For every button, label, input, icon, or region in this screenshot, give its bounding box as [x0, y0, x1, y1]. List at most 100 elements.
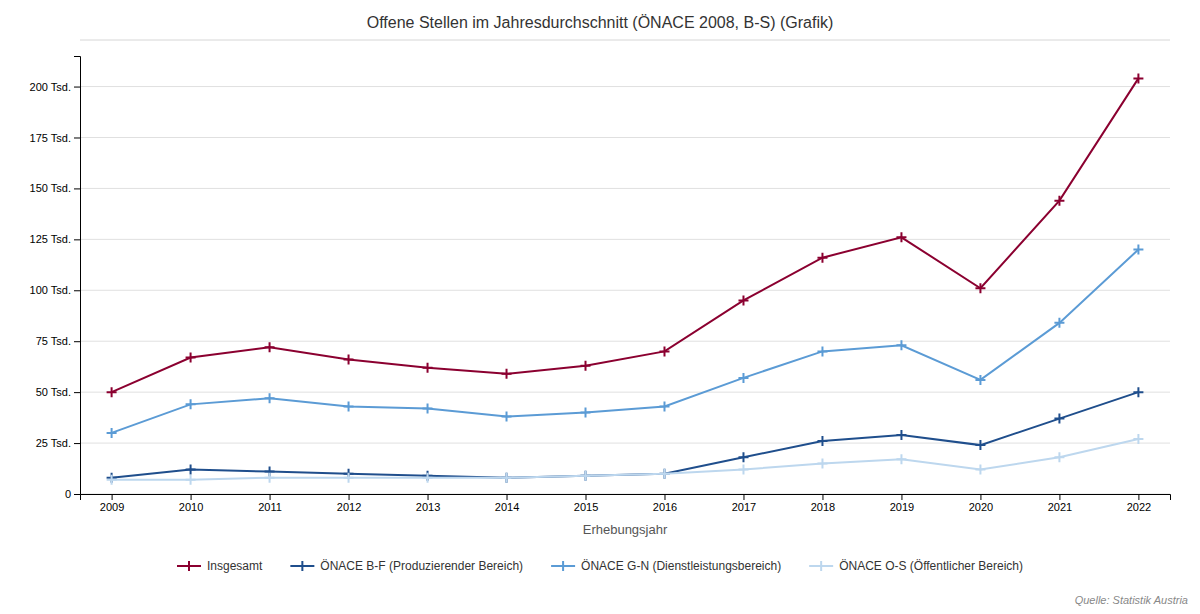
series-marker [975, 283, 985, 293]
series-marker [1133, 434, 1143, 444]
series-marker [975, 375, 985, 385]
legend-item: ÖNACE G-N (Dienstleistungsbereich) [551, 559, 781, 573]
y-tick: 150 Tsd. [30, 182, 80, 194]
series-marker [344, 355, 354, 365]
legend-marker [297, 561, 307, 571]
y-tick: 175 Tsd. [30, 132, 80, 144]
x-tick-label: 2012 [337, 501, 361, 513]
series-marker [423, 363, 433, 373]
grid-line [80, 392, 1170, 393]
grid-line [80, 341, 1170, 342]
series-marker [502, 473, 512, 483]
x-tick-mark [1138, 494, 1139, 500]
series-marker [107, 428, 117, 438]
series-marker [659, 469, 669, 479]
x-tick: 2019 [890, 494, 914, 513]
series-marker [186, 465, 196, 475]
x-tick-label: 2010 [179, 501, 203, 513]
series-marker [1054, 452, 1064, 462]
y-tick-label: 0 [65, 488, 71, 500]
x-tick: 2009 [100, 494, 124, 513]
x-tick-label: 2016 [653, 501, 677, 513]
x-tick-mark [586, 494, 587, 500]
x-axis-title: Erhebungsjahr [583, 522, 668, 537]
series-marker [186, 475, 196, 485]
series-marker [738, 452, 748, 462]
y-axis-line [74, 57, 81, 495]
chart: Offene Stellen im Jahresdurchschnitt (ÖN… [0, 0, 1200, 614]
x-tick-label: 2011 [258, 501, 282, 513]
grid-line [80, 188, 1170, 189]
series-marker [107, 475, 117, 485]
series-marker [1054, 196, 1064, 206]
series-marker [896, 232, 906, 242]
series-marker [738, 373, 748, 383]
series-marker [738, 295, 748, 305]
x-tick-mark [191, 494, 192, 500]
y-tick-label: 100 Tsd. [30, 284, 71, 296]
x-tick-label: 2022 [1127, 501, 1151, 513]
y-tick-label: 50 Tsd. [36, 386, 71, 398]
legend: InsgesamtÖNACE B-F (Produzierender Berei… [177, 559, 1023, 573]
series-marker [817, 436, 827, 446]
x-tick: 2018 [811, 494, 835, 513]
x-tick-label: 2021 [1048, 501, 1072, 513]
y-tick-label: 175 Tsd. [30, 132, 71, 144]
series-marker [659, 469, 669, 479]
x-tick-mark [901, 494, 902, 500]
series-marker [817, 458, 827, 468]
series-marker [265, 342, 275, 352]
series-marker [896, 340, 906, 350]
series-marker [344, 401, 354, 411]
x-tick-label: 2018 [811, 501, 835, 513]
series-marker [975, 465, 985, 475]
legend-label: ÖNACE G-N (Dienstleistungsbereich) [581, 559, 781, 573]
y-tick: 125 Tsd. [30, 233, 80, 245]
legend-label: ÖNACE B-F (Produzierender Bereich) [320, 559, 523, 573]
x-tick-mark [743, 494, 744, 500]
x-tick: 2017 [732, 494, 756, 513]
x-tick-mark [428, 494, 429, 500]
y-tick-mark [74, 87, 80, 88]
title: Offene Stellen im Jahresdurchschnitt (ÖN… [367, 14, 834, 31]
series-marker [186, 353, 196, 363]
series-marker [423, 403, 433, 413]
x-tick: 2020 [969, 494, 993, 513]
series-marker [502, 369, 512, 379]
series-marker [1133, 387, 1143, 397]
grid-line [80, 137, 1170, 138]
series-marker [581, 361, 591, 371]
x-tick-mark [822, 494, 823, 500]
y-tick-mark [74, 392, 80, 393]
series-marker [107, 387, 117, 397]
series-marker [896, 430, 906, 440]
series-marker [186, 399, 196, 409]
x-tick: 2012 [337, 494, 361, 513]
y-tick: 50 Tsd. [36, 386, 80, 398]
legend-marker [558, 561, 568, 571]
series-marker [1054, 414, 1064, 424]
series-marker [265, 393, 275, 403]
y-tick-mark [74, 188, 80, 189]
legend-marker [184, 561, 194, 571]
grid-line [80, 239, 1170, 240]
title-rule [80, 40, 1170, 41]
series-marker [659, 346, 669, 356]
y-tick-label: 200 Tsd. [30, 81, 71, 93]
x-tick-label: 2014 [495, 501, 519, 513]
grid [80, 87, 1170, 494]
series-marker [896, 454, 906, 464]
x-tick: 2013 [416, 494, 440, 513]
x-tick: 2016 [653, 494, 677, 513]
series-marker [502, 473, 512, 483]
x-tick: 2021 [1048, 494, 1072, 513]
x-tick-mark [1059, 494, 1060, 500]
series-line [112, 250, 1139, 433]
series-marker [502, 412, 512, 422]
series-marker [1133, 245, 1143, 255]
series-marker [975, 440, 985, 450]
y-tick-mark [74, 290, 80, 291]
y-tick-label: 75 Tsd. [36, 335, 71, 347]
x-tick-label: 2009 [100, 501, 124, 513]
x-tick: 2015 [574, 494, 598, 513]
